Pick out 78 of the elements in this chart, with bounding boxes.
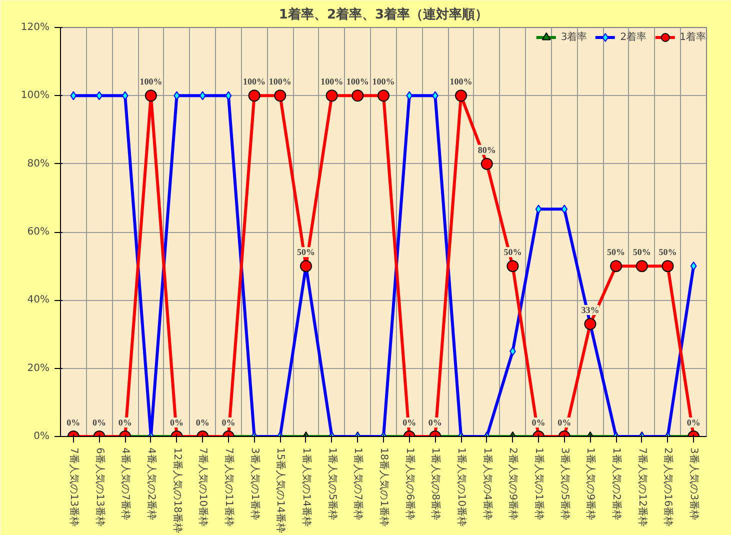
data-label: 33% [581,305,600,316]
data-label: 0% [558,418,572,428]
point [378,90,390,102]
y-tick-label: 40% [27,294,50,306]
data-label: 100% [268,76,292,87]
chart-title: 1着率、2着率、3着率（連対率順） [278,6,488,22]
data-label: 0% [222,418,236,428]
x-tick-label: 1番人気の6番枠 [404,448,416,520]
x-tick-label: 1番人気の8番枠 [430,448,442,520]
x-tick-label: 12番人気の18番枠 [171,448,184,533]
x-tick-label: 1番人気の5番枠 [326,448,338,520]
point [199,91,206,100]
data-label: 0% [170,418,184,428]
data-label: 80% [478,144,496,155]
x-tick-label: 4番人気の7番枠 [120,448,132,520]
x-tick-label: 2番人気の9番枠 [507,448,520,520]
point [480,158,493,170]
data-label: 0% [428,418,442,428]
legend-label: 1着率 [680,30,706,44]
x-tick-label: 1番人気の4番枠 [481,448,494,520]
x-tick-label: 18番人気の1番枠 [378,448,390,527]
data-label: 0% [118,418,132,428]
point [506,260,519,272]
data-label: 0% [686,418,700,428]
x-tick-label: 1番人気の9番枠 [584,448,597,520]
data-label: 50% [504,247,522,258]
y-tick-label: 0% [34,431,50,442]
y-tick-label: 100% [20,90,50,102]
data-label: 50% [607,247,626,258]
x-tick-label: 1番人気の14番枠 [300,448,312,527]
y-tick-label: 80% [27,158,50,170]
data-label: 100% [450,76,472,87]
x-tick-label: 1番人気の1番枠 [533,448,546,520]
x-tick-label: 4番人気の2番枠 [145,448,158,520]
x-tick-label: 1番人気の2番枠 [610,448,623,520]
x-tick-label: 7番人気の12番枠 [636,448,648,527]
data-label: 50% [658,247,677,258]
point [326,90,338,102]
data-label: 0% [532,418,546,428]
x-tick-label: 15番人気の14番枠 [274,448,287,533]
data-label: 100% [372,76,395,87]
data-label: 0% [92,418,106,428]
point [144,90,157,102]
point [248,90,260,102]
data-label: 50% [632,247,651,258]
point [662,260,674,272]
point [70,91,77,100]
data-label: 100% [320,76,344,87]
point [274,90,286,102]
data-label: 50% [296,247,315,258]
point [610,260,622,272]
x-tick-label: 1番人気の10番枠 [456,448,468,527]
x-tick-label: 6番人気の13番枠 [94,448,106,527]
data-label: 0% [196,418,210,428]
x-tick-label: 3番人気の5番枠 [558,448,571,520]
x-tick-label: 7番人気の11番枠 [222,448,235,527]
x-tick-label: 2番人気の16番枠 [662,448,674,527]
y-tick-label: 120% [20,22,50,33]
y-tick-label: 20% [27,362,50,374]
data-label: 100% [140,76,162,87]
point [352,90,364,102]
legend-label: 2着率 [620,30,647,44]
x-tick-label: 7番人気の13番枠 [68,448,80,527]
point [636,260,648,272]
data-label: 0% [66,418,80,428]
data-label: 100% [346,76,369,87]
x-tick-label: 1番人気の7番枠 [352,448,364,520]
legend-label: 3着率 [560,30,588,44]
y-tick-label: 60% [27,226,50,238]
data-label: 100% [243,76,266,87]
point [561,204,568,214]
point [455,90,468,102]
x-tick-label: 3番人気の1番枠 [248,448,261,520]
point [535,204,542,214]
x-tick-label: 3番人気の3番枠 [688,448,700,520]
point [300,260,312,272]
x-tick-label: 7番人気の10番枠 [197,448,210,527]
data-label: 0% [402,418,416,428]
